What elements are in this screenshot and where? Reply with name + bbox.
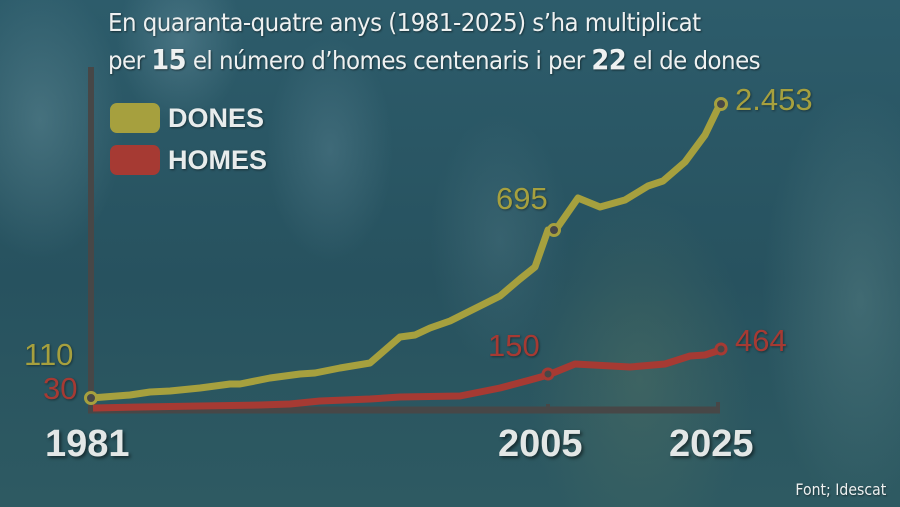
title-text: el número d’homes centenaris i per (186, 46, 592, 75)
x-label-1981: 1981 (45, 423, 130, 465)
homes-end-label: 464 (735, 323, 787, 358)
dones-start-label: 110 (24, 337, 74, 372)
dones-2005-marker (547, 223, 561, 237)
dones-end-label: 2.453 (735, 82, 813, 117)
homes-line (92, 346, 722, 412)
title-text: per (108, 46, 152, 75)
title-line-1: En quaranta-quatre anys (1981-2025) s’ha… (108, 8, 701, 37)
dones-2025-marker (714, 97, 728, 111)
title-highlight-15: 15 (151, 43, 187, 76)
legend-label-homes: HOMES (168, 144, 268, 175)
title-highlight-22: 22 (591, 43, 627, 76)
title-text: el de dones (626, 46, 761, 75)
homes-2005-marker (541, 367, 555, 381)
x-label-2025: 2025 (669, 423, 754, 465)
source-note: Font; Idescat (795, 480, 886, 499)
dones-2005-label: 695 (496, 181, 548, 216)
dones-line (90, 102, 724, 402)
title-line-2: per 15 el número d’homes centenaris i pe… (108, 41, 826, 79)
legend-item-homes: HOMES (110, 139, 267, 181)
homes-2005-label: 150 (488, 328, 540, 363)
homes-start-label: 30 (43, 371, 78, 406)
homes-swatch-icon (110, 145, 160, 175)
dones-swatch-icon (110, 103, 160, 133)
legend: DONES HOMES (110, 97, 267, 181)
legend-label-dones: DONES (168, 102, 265, 133)
dones-1981-marker (84, 391, 98, 405)
x-label-2005: 2005 (498, 423, 583, 465)
homes-2025-marker (714, 342, 728, 356)
legend-item-dones: DONES (110, 97, 267, 139)
chart-title: En quaranta-quatre anys (1981-2025) s’ha… (108, 4, 826, 79)
